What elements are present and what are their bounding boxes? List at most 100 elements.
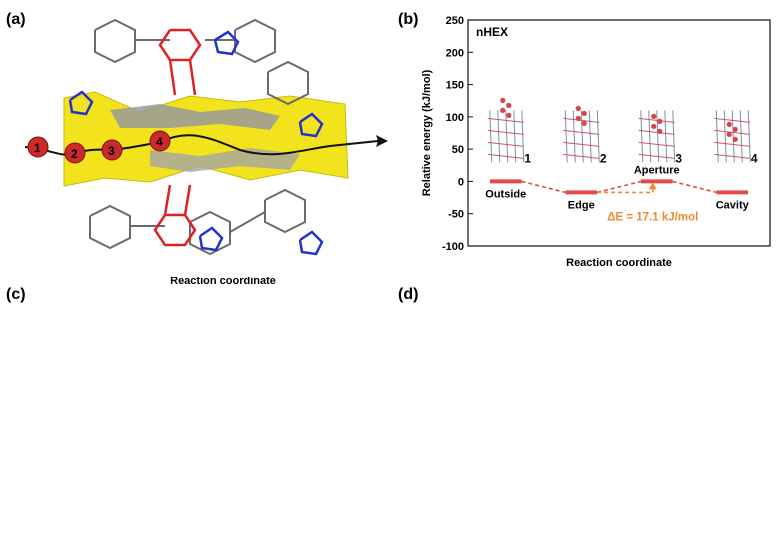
guest-molecule-atom	[732, 126, 738, 132]
framework-stick	[521, 110, 525, 163]
linker-top-right	[234, 18, 276, 64]
y-tick-label: 100	[446, 112, 464, 124]
site-2-label: 2	[71, 147, 78, 161]
site-1-label: 1	[34, 141, 41, 155]
site-2-sphere	[64, 142, 86, 164]
linker-bottom-left	[89, 204, 131, 250]
guest-molecule-atom	[726, 121, 732, 127]
framework-stick	[638, 153, 675, 159]
panel-a: (a)	[6, 11, 388, 256]
y-axis-label: Relative energy (kJ/mol)	[421, 69, 433, 196]
guest-molecule-atom	[651, 113, 657, 119]
framework-stick	[723, 110, 727, 163]
linker-top-left	[94, 18, 136, 64]
structure-number-3: 3	[675, 151, 682, 165]
site-3-label: 3	[108, 144, 115, 158]
site-4-label: 4	[156, 135, 163, 149]
structure-thumb-3	[638, 110, 676, 163]
guest-molecule-atom	[651, 123, 657, 129]
guest-molecule-atom	[575, 105, 581, 111]
panel-label-c: (c)	[6, 286, 26, 303]
framework-stick	[487, 141, 524, 147]
site-markers: 1 2 3 4	[27, 130, 171, 164]
plot-frame	[467, 19, 771, 247]
carboxylate-top	[158, 28, 202, 62]
state-label-cavity: Cavity	[716, 199, 750, 211]
imidazole-right	[298, 112, 324, 138]
imidazole-bottom-right	[298, 230, 324, 256]
framework-stick	[714, 153, 751, 159]
site-1-sphere	[27, 136, 49, 158]
y-tick-label: 250	[446, 15, 464, 27]
linker-right	[267, 60, 309, 106]
framework-structure	[63, 18, 349, 256]
guest-molecule-atom	[581, 120, 587, 126]
framework-stick	[638, 141, 675, 147]
guest-molecule-atom	[506, 102, 512, 108]
framework-stick	[563, 141, 600, 147]
framework-stick	[505, 110, 509, 163]
framework-stick	[487, 117, 524, 123]
framework-stick	[487, 129, 524, 135]
framework-stick	[648, 110, 652, 163]
state-label-outside: Outside	[485, 188, 526, 200]
panel-label-d: (d)	[398, 286, 418, 303]
path-arrowhead	[376, 135, 388, 147]
framework-stick	[747, 110, 751, 163]
structure-thumb-2	[563, 105, 600, 163]
framework-stick	[664, 110, 668, 163]
framework-stick	[513, 110, 517, 163]
y-tick-label: 0	[458, 176, 464, 188]
framework-stick	[487, 153, 524, 159]
framework-stick	[714, 117, 751, 123]
linker-bottom-right	[264, 188, 306, 234]
framework-stick	[638, 129, 675, 135]
energy-connector	[672, 180, 717, 194]
delta-e-label: ΔE = 17.1 kJ/mol	[607, 211, 698, 223]
y-tick-label: 50	[452, 144, 464, 156]
guest-molecule-atom	[581, 110, 587, 116]
guest-molecule-atom	[726, 131, 732, 137]
y-tick-label: -50	[448, 209, 464, 221]
framework-stick	[580, 110, 584, 163]
framework-stick	[563, 153, 600, 159]
imidazole-top	[213, 30, 240, 56]
panel-label-b: (b)	[398, 11, 418, 28]
y-tick-label: -100	[442, 241, 464, 253]
guest-molecule-atom	[500, 107, 506, 113]
chart-layer-b: -100 -50 0 50 100 150 200 250 Relative energy (k…	[421, 15, 771, 269]
chart-title: nHEX	[476, 25, 508, 39]
framework-stick	[731, 110, 735, 163]
framework-stick	[714, 129, 751, 135]
site-3-sphere	[101, 139, 123, 161]
panel-label-a: (a)	[6, 11, 26, 28]
x-axis-label: Reaction coordinate	[566, 257, 672, 269]
site-4-sphere	[149, 130, 171, 152]
guest-molecule-atom	[575, 115, 581, 121]
structure-thumb-4	[714, 110, 751, 163]
framework-stick	[638, 117, 675, 123]
imidazole-left	[68, 90, 94, 116]
guest-molecule-atom	[500, 97, 506, 103]
guest-molecule-atom	[732, 136, 738, 142]
guest-molecule-atom	[506, 112, 512, 118]
y-tick-label: 200	[446, 47, 464, 59]
energy-connector	[596, 180, 642, 194]
structure-number-4: 4	[751, 151, 758, 165]
panel-b: (b) -100 -50 0 50 100 150 200 250 Relative energ…	[398, 11, 771, 269]
structure-number-2: 2	[600, 151, 607, 165]
imidazole-bottom	[198, 226, 224, 252]
pore-surface-grey	[110, 104, 280, 130]
guest-molecule-atom	[657, 128, 663, 134]
linker-bottom-mid	[189, 210, 231, 256]
y-tick-label: 150	[446, 80, 464, 92]
framework-stick	[672, 110, 676, 163]
structure-number-1: 1	[524, 151, 531, 165]
framework-stick	[572, 110, 576, 163]
framework-stick	[497, 110, 501, 163]
pore-surface-yellow	[63, 91, 349, 187]
x-axis-label: Reaction coordinate	[170, 277, 276, 287]
